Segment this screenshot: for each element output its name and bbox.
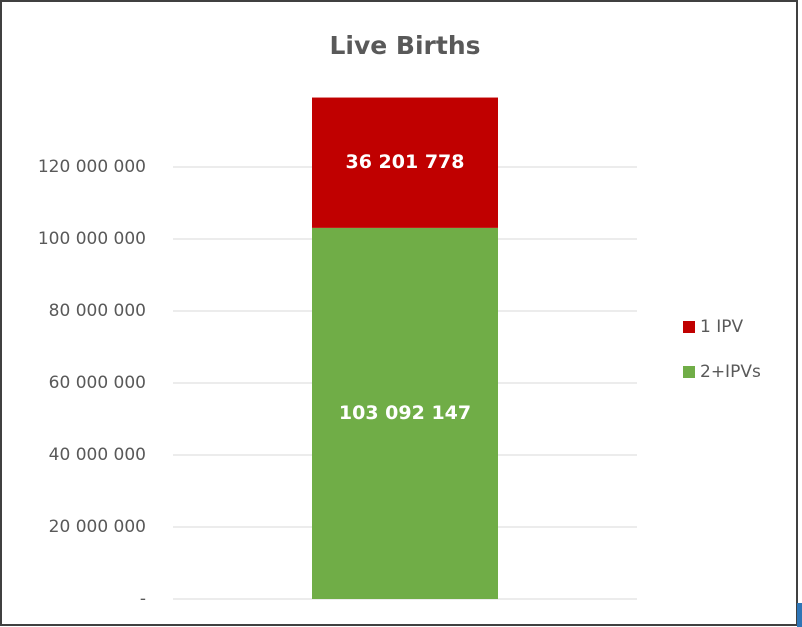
data-label: 103 092 147 bbox=[339, 402, 471, 424]
bar-segment bbox=[312, 227, 498, 599]
y-tick-label: - bbox=[140, 589, 146, 609]
y-tick-label: 100 000 000 bbox=[38, 229, 146, 249]
y-tick-label: 40 000 000 bbox=[49, 445, 146, 465]
y-tick-label: 20 000 000 bbox=[49, 517, 146, 537]
edge-decoration bbox=[797, 603, 802, 627]
data-label: 36 201 778 bbox=[346, 151, 465, 173]
y-tick-label: 80 000 000 bbox=[49, 301, 146, 321]
y-tick-label: 60 000 000 bbox=[49, 373, 146, 393]
y-tick-label: 120 000 000 bbox=[38, 157, 146, 177]
legend-label: 2+IPVs bbox=[700, 362, 761, 382]
legend-swatch bbox=[683, 366, 695, 378]
chart-title: Live Births bbox=[329, 31, 480, 60]
legend-swatch bbox=[683, 321, 695, 333]
bar-segment bbox=[312, 97, 498, 228]
legend-label: 1 IPV bbox=[700, 317, 743, 337]
